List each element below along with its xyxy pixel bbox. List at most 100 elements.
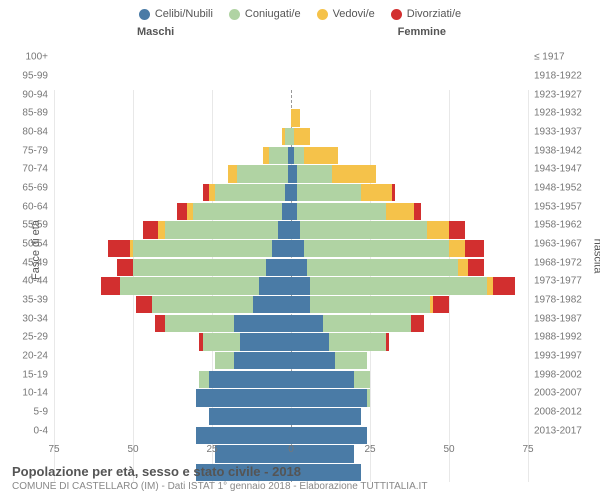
bar-segment	[294, 128, 310, 146]
birth-year-label: 1973-1977	[534, 276, 582, 287]
bar-segment	[307, 259, 459, 277]
legend: Celibi/NubiliConiugati/eVedovi/eDivorzia…	[0, 0, 600, 26]
bar-female	[291, 445, 528, 463]
chart-container: Celibi/NubiliConiugati/eVedovi/eDivorzia…	[0, 0, 600, 500]
pyramid-row	[54, 315, 528, 333]
pyramid-row	[54, 109, 528, 127]
header-female: Femmine	[398, 26, 446, 38]
bar-segment	[392, 184, 395, 202]
bar-segment	[152, 296, 253, 314]
bar-female	[291, 165, 528, 183]
legend-swatch	[317, 9, 328, 20]
pyramid-row	[54, 128, 528, 146]
bar-segment	[234, 315, 291, 333]
bar-female	[291, 315, 528, 333]
bar-segment	[278, 221, 291, 239]
bar-male	[54, 184, 291, 202]
bar-segment	[240, 333, 291, 351]
age-label: 0-4	[0, 425, 48, 436]
bar-segment	[449, 240, 465, 258]
bar-segment	[165, 221, 279, 239]
age-label: 30-34	[0, 313, 48, 324]
bar-male	[54, 445, 291, 463]
bar-male	[54, 240, 291, 258]
bar-segment	[291, 240, 304, 258]
bar-female	[291, 240, 528, 258]
bar-male	[54, 352, 291, 370]
bar-segment	[310, 296, 430, 314]
bar-female	[291, 389, 528, 407]
bar-segment	[427, 221, 449, 239]
age-label: 20-24	[0, 351, 48, 362]
age-label: 40-44	[0, 276, 48, 287]
chart-footer: Popolazione per età, sesso e stato civil…	[12, 464, 427, 492]
bar-segment	[335, 352, 367, 370]
bar-segment	[269, 147, 288, 165]
x-tick: 50	[443, 444, 454, 455]
legend-swatch	[229, 9, 240, 20]
pyramid-row	[54, 147, 528, 165]
pyramid-row	[54, 371, 528, 389]
bar-segment	[304, 147, 339, 165]
bar-segment	[282, 203, 291, 221]
bar-segment	[120, 277, 259, 295]
bar-segment	[199, 371, 208, 389]
birth-year-label: 1998-2002	[534, 369, 582, 380]
x-tick: 25	[364, 444, 375, 455]
bar-segment	[458, 259, 467, 277]
bar-segment	[329, 333, 386, 351]
age-label: 75-79	[0, 145, 48, 156]
age-label: 70-74	[0, 164, 48, 175]
bar-segment	[266, 259, 291, 277]
x-tick: 75	[48, 444, 59, 455]
gridline	[528, 90, 529, 482]
pyramid-row	[54, 91, 528, 109]
birth-year-label: 1988-1992	[534, 332, 582, 343]
bar-segment	[468, 259, 484, 277]
bar-segment	[196, 427, 291, 445]
bar-segment	[386, 203, 414, 221]
birth-year-label: 1958-1962	[534, 220, 582, 231]
bar-segment	[414, 203, 420, 221]
legend-label: Celibi/Nubili	[155, 8, 213, 20]
pyramid-row	[54, 277, 528, 295]
bar-segment	[361, 184, 393, 202]
bar-segment	[433, 296, 449, 314]
x-tick: 50	[127, 444, 138, 455]
pyramid-row	[54, 259, 528, 277]
bar-segment	[203, 333, 241, 351]
bar-male	[54, 91, 291, 109]
bar-segment	[259, 277, 291, 295]
age-label: 55-59	[0, 220, 48, 231]
birth-year-label: 1983-1987	[534, 313, 582, 324]
bar-segment	[291, 259, 307, 277]
header-male: Maschi	[137, 26, 174, 38]
bar-segment	[300, 221, 426, 239]
bar-segment	[228, 165, 237, 183]
x-tick: 0	[288, 444, 294, 455]
pyramid-row	[54, 221, 528, 239]
bar-segment	[291, 277, 310, 295]
bar-segment	[493, 277, 515, 295]
legend-swatch	[139, 9, 150, 20]
bar-male	[54, 147, 291, 165]
bar-segment	[253, 296, 291, 314]
bar-segment	[215, 445, 291, 463]
pyramid-row	[54, 240, 528, 258]
age-label: 5-9	[0, 407, 48, 418]
bar-segment	[101, 277, 120, 295]
column-headers: Maschi Femmine	[0, 26, 600, 42]
pyramid-row	[54, 333, 528, 351]
bar-male	[54, 259, 291, 277]
bar-segment	[304, 240, 449, 258]
bar-female	[291, 333, 528, 351]
bar-female	[291, 109, 528, 127]
bar-male	[54, 371, 291, 389]
birth-year-label: 1978-1982	[534, 295, 582, 306]
bar-segment	[291, 315, 323, 333]
bar-segment	[291, 221, 300, 239]
bar-segment	[215, 184, 285, 202]
birth-year-label: 1918-1922	[534, 71, 582, 82]
legend-item: Celibi/Nubili	[139, 8, 213, 20]
pyramid-row	[54, 352, 528, 370]
